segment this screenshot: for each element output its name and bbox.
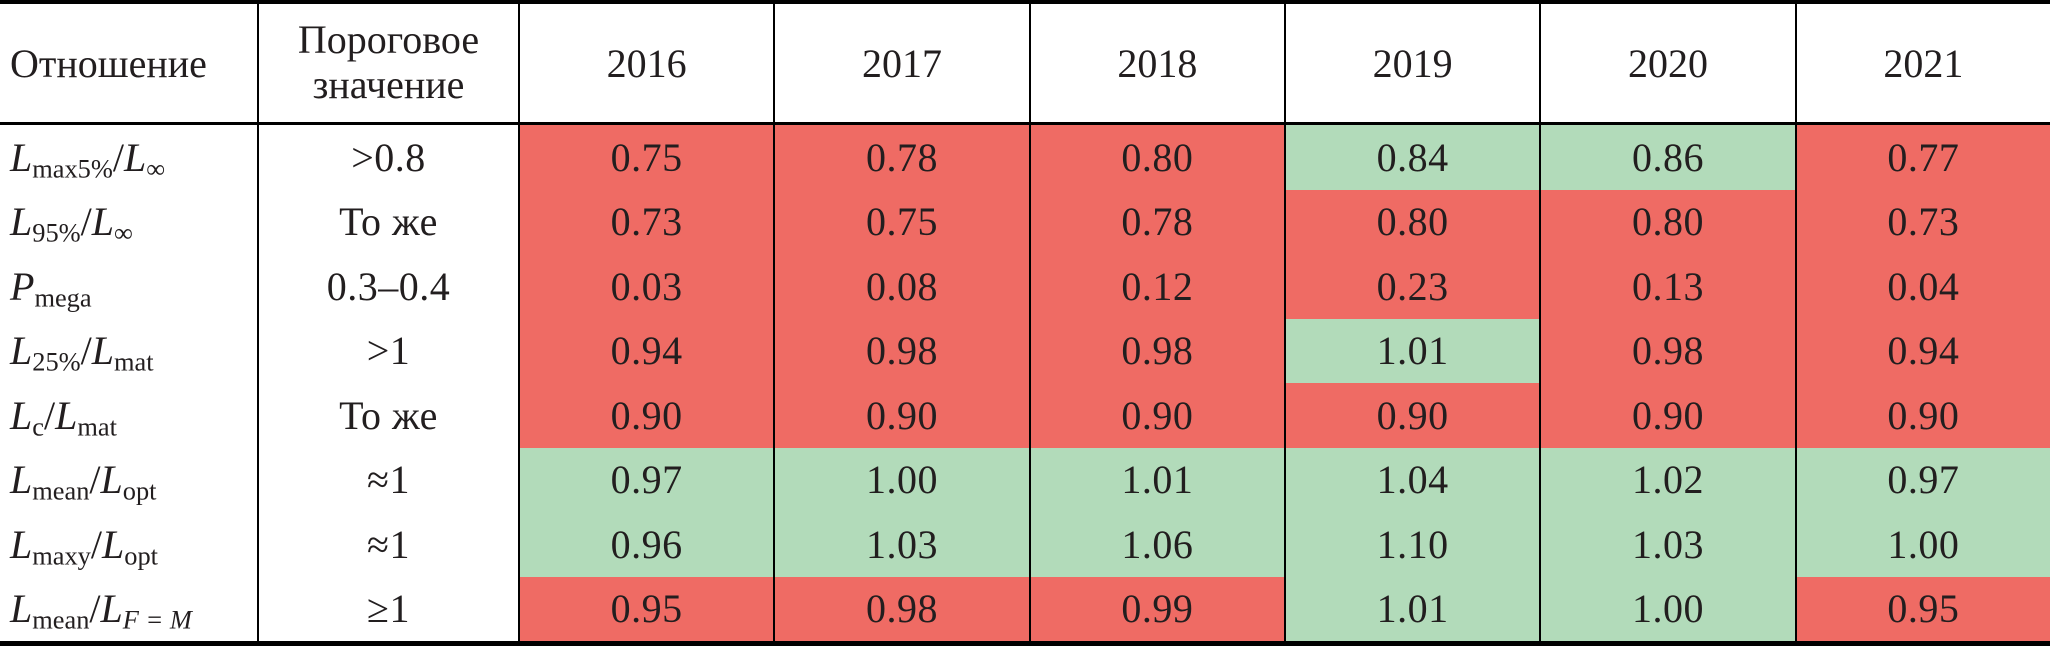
value-cell-2018: 0.99 <box>1028 576 1284 641</box>
value-cell-2020: 1.02 <box>1539 447 1795 512</box>
threshold-cell: 0.3–0.4 <box>257 254 518 319</box>
ratio-formula: L25%/Lmat <box>10 328 154 377</box>
value-cell-2020: 1.03 <box>1539 512 1795 577</box>
ratio-label-cell: L25%/Lmat <box>0 319 257 384</box>
value-cell-2021: 0.97 <box>1794 447 2050 512</box>
value-cell-2018: 1.01 <box>1028 447 1284 512</box>
threshold-cell: ≈1 <box>257 512 518 577</box>
value-cell-2016: 0.97 <box>518 447 774 512</box>
value-cell-2019: 0.80 <box>1283 189 1540 254</box>
value-cell-2021: 0.77 <box>1794 125 2050 190</box>
value-cell-2019: 1.01 <box>1283 576 1540 641</box>
value-cell-2018: 0.78 <box>1028 189 1284 254</box>
threshold-cell: То же <box>257 189 518 254</box>
value-cell-2020: 0.90 <box>1539 383 1795 448</box>
threshold-cell: ≈1 <box>257 447 518 512</box>
value-cell-2016: 0.90 <box>518 383 774 448</box>
threshold-cell: >1 <box>257 318 518 383</box>
value-cell-2017: 0.98 <box>773 576 1029 641</box>
threshold-cell: То же <box>257 383 518 448</box>
value-cell-2017: 0.90 <box>773 383 1029 448</box>
value-cell-2019: 1.10 <box>1283 512 1540 577</box>
value-cell-2020: 0.86 <box>1539 125 1795 190</box>
value-cell-2016: 0.03 <box>518 254 774 319</box>
ratio-formula: Lc/Lmat <box>10 392 117 442</box>
header-threshold: Пороговое значение <box>257 4 518 125</box>
header-year-2016: 2016 <box>518 4 774 125</box>
header-year-2017: 2017 <box>773 4 1029 125</box>
ratio-label-cell: Lmaxy/Lopt <box>0 512 257 577</box>
value-cell-2017: 1.00 <box>773 447 1029 512</box>
ratio-label-cell: Lc/Lmat <box>0 383 257 448</box>
value-cell-2017: 0.98 <box>773 318 1029 383</box>
value-cell-2020: 1.00 <box>1539 576 1795 641</box>
ratio-formula: Lmean/LF = M <box>10 586 192 635</box>
value-cell-2017: 1.03 <box>773 512 1029 577</box>
header-ratio: Отношение <box>0 4 257 125</box>
value-cell-2019: 1.04 <box>1283 447 1540 512</box>
value-cell-2021: 1.00 <box>1794 512 2050 577</box>
ratio-formula: Pmega <box>10 263 92 313</box>
threshold-cell: ≥1 <box>257 576 518 641</box>
value-cell-2021: 0.95 <box>1794 576 2050 641</box>
value-cell-2020: 0.13 <box>1539 254 1795 319</box>
value-cell-2020: 0.98 <box>1539 318 1795 383</box>
value-cell-2016: 0.75 <box>518 125 774 190</box>
value-cell-2021: 0.90 <box>1794 383 2050 448</box>
ratio-label-cell: Lmean/Lopt <box>0 448 257 513</box>
ratio-label-cell: Lmax5%/L∞ <box>0 125 257 190</box>
ratio-label-cell: Pmega <box>0 254 257 319</box>
value-cell-2019: 0.84 <box>1283 125 1540 190</box>
value-cell-2020: 0.80 <box>1539 189 1795 254</box>
value-cell-2021: 0.73 <box>1794 189 2050 254</box>
ratio-label-cell: L95%/L∞ <box>0 190 257 255</box>
value-cell-2018: 0.98 <box>1028 318 1284 383</box>
value-cell-2019: 0.23 <box>1283 254 1540 319</box>
value-cell-2018: 1.06 <box>1028 512 1284 577</box>
value-cell-2018: 0.80 <box>1028 125 1284 190</box>
threshold-cell: >0.8 <box>257 125 518 190</box>
header-year-2019: 2019 <box>1283 4 1540 125</box>
value-cell-2018: 0.90 <box>1028 383 1284 448</box>
value-cell-2016: 0.95 <box>518 576 774 641</box>
header-year-2021: 2021 <box>1794 4 2050 125</box>
ratio-formula: Lmaxy/Lopt <box>10 521 158 571</box>
value-cell-2021: 0.94 <box>1794 318 2050 383</box>
value-cell-2016: 0.96 <box>518 512 774 577</box>
ratio-formula: Lmax5%/L∞ <box>10 134 166 184</box>
header-year-2018: 2018 <box>1028 4 1284 125</box>
ratio-formula: Lmean/Lopt <box>10 457 157 506</box>
value-cell-2019: 1.01 <box>1283 318 1540 383</box>
value-cell-2017: 0.08 <box>773 254 1029 319</box>
value-cell-2019: 0.90 <box>1283 383 1540 448</box>
ratio-formula: L95%/L∞ <box>10 199 133 248</box>
header-year-2020: 2020 <box>1539 4 1795 125</box>
value-cell-2017: 0.75 <box>773 189 1029 254</box>
value-cell-2021: 0.04 <box>1794 254 2050 319</box>
value-cell-2016: 0.94 <box>518 318 774 383</box>
value-cell-2016: 0.73 <box>518 189 774 254</box>
ratio-label-cell: Lmean/LF = M <box>0 577 257 642</box>
value-cell-2018: 0.12 <box>1028 254 1284 319</box>
value-cell-2017: 0.78 <box>773 125 1029 190</box>
